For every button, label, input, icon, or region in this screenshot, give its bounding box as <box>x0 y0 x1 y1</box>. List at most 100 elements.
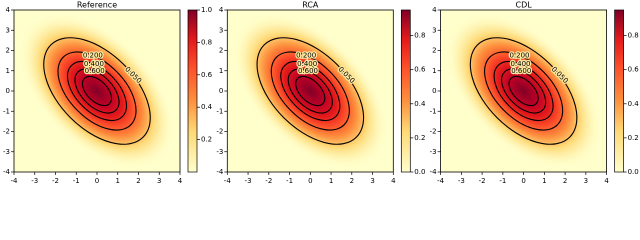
x-tick-label: 4 <box>391 177 396 185</box>
contour-line <box>501 68 547 114</box>
y-tick-label: 1 <box>432 67 436 75</box>
colorbar-tick-label: 0.4 <box>201 103 213 111</box>
contour-line <box>74 68 120 114</box>
y-tick-label: -3 <box>430 148 437 156</box>
y-tick-label: 0 <box>432 87 436 95</box>
x-tick-label: -3 <box>31 177 38 185</box>
x-tick-label: -3 <box>458 177 465 185</box>
y-tick-label: -2 <box>430 128 437 136</box>
contour-line <box>287 68 333 114</box>
x-tick-label: 4 <box>178 177 183 185</box>
y-tick-label: -4 <box>430 168 438 176</box>
x-tick-label: -2 <box>52 177 59 185</box>
y-tick-label: 3 <box>6 26 10 34</box>
y-tick-label: -2 <box>3 128 10 136</box>
panel-title: CDL <box>515 1 532 10</box>
y-tick-label: 1 <box>219 67 223 75</box>
x-tick-label: 2 <box>136 177 140 185</box>
y-tick-label: 3 <box>219 26 223 34</box>
panel-title: RCA <box>302 1 319 10</box>
x-tick-label: 1 <box>329 177 333 185</box>
x-tick-label: -1 <box>499 177 506 185</box>
colorbar-tick-label: 1.0 <box>201 6 212 14</box>
contour-label: 0.600 <box>298 67 318 75</box>
y-tick-label: -4 <box>3 168 11 176</box>
colorbar-tick-label: 0.6 <box>628 66 640 74</box>
colorbar <box>400 9 411 173</box>
contour-label: 0.200 <box>509 51 529 59</box>
contour-label: 0.600 <box>85 67 105 75</box>
y-tick-label: -3 <box>216 148 223 156</box>
colorbar-tick-label: 0.0 <box>414 168 425 176</box>
x-tick-label: -2 <box>479 177 486 185</box>
colorbar-tick-label: 0.2 <box>628 134 639 142</box>
y-tick-label: -1 <box>3 107 10 115</box>
contour-label: 0.200 <box>83 51 103 59</box>
colorbar-tick-label: 0.2 <box>201 136 212 144</box>
x-tick-label: 3 <box>157 177 161 185</box>
x-tick-label: -4 <box>224 177 232 185</box>
x-tick-label: 0 <box>95 177 99 185</box>
contour-label: 0.400 <box>84 60 104 68</box>
y-tick-label: 0 <box>6 87 10 95</box>
contour-line <box>469 37 578 145</box>
colorbar <box>187 9 198 173</box>
x-tick-label: -1 <box>73 177 80 185</box>
contour-line <box>508 75 539 107</box>
y-tick-label: 2 <box>432 47 436 55</box>
y-tick-label: -1 <box>216 107 223 115</box>
heat-field <box>445 12 602 170</box>
panel-title: Reference <box>77 1 117 10</box>
colorbar-tick-label: 0.6 <box>201 71 213 79</box>
contour-label: 0.600 <box>511 67 531 75</box>
colorbar-tick-label: 0.0 <box>628 168 639 176</box>
x-tick-label: 1 <box>116 177 120 185</box>
contour-line <box>57 51 137 131</box>
contour-line <box>484 51 564 131</box>
contour-line <box>270 51 350 131</box>
x-tick-label: -3 <box>245 177 252 185</box>
contour-line <box>280 60 341 122</box>
contour-label: 0.200 <box>296 51 316 59</box>
colorbar-tick-label: 0.2 <box>414 134 425 142</box>
y-tick-label: -4 <box>216 168 224 176</box>
x-tick-label: 1 <box>542 177 546 185</box>
contour-line <box>256 37 365 145</box>
y-tick-label: 3 <box>432 26 436 34</box>
heat-field <box>231 12 389 170</box>
colorbar <box>614 9 624 173</box>
x-tick-label: -1 <box>286 177 293 185</box>
x-tick-label: 3 <box>370 177 374 185</box>
colorbar-tick-label: 0.6 <box>414 66 426 74</box>
contour-label: 0.400 <box>297 60 317 68</box>
y-tick-label: 4 <box>432 6 437 14</box>
y-tick-label: -3 <box>3 148 10 156</box>
y-tick-label: -1 <box>430 107 437 115</box>
y-tick-label: 2 <box>219 47 223 55</box>
colorbar-tick-label: 0.4 <box>628 100 640 108</box>
x-tick-label: 2 <box>563 177 567 185</box>
contour-line <box>43 37 151 145</box>
y-tick-label: 1 <box>6 67 10 75</box>
contour-line <box>493 60 554 122</box>
x-tick-label: 2 <box>350 177 354 185</box>
x-tick-label: 3 <box>584 177 588 185</box>
y-tick-label: 4 <box>219 6 224 14</box>
y-tick-label: 2 <box>6 47 10 55</box>
y-tick-label: -2 <box>216 128 223 136</box>
x-tick-label: -4 <box>11 177 19 185</box>
y-tick-label: 0 <box>219 87 223 95</box>
heat-field <box>18 12 176 170</box>
x-tick-label: 0 <box>308 177 312 185</box>
colorbar-tick-label: 0.8 <box>414 32 425 40</box>
x-tick-label: -2 <box>265 177 272 185</box>
contour-line <box>295 75 326 107</box>
x-tick-label: -4 <box>437 177 445 185</box>
colorbar-tick-label: 0.4 <box>414 100 426 108</box>
y-tick-label: 4 <box>6 6 11 14</box>
contour-label: 0.400 <box>510 60 530 68</box>
